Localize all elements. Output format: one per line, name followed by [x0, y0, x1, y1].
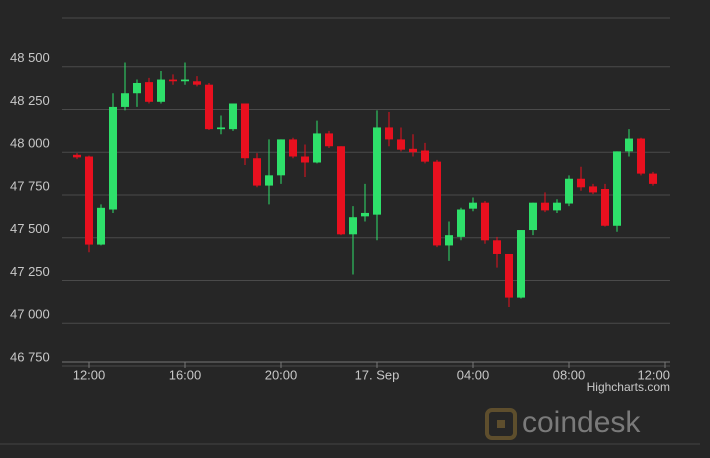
candle-body — [289, 139, 297, 157]
candle-body — [421, 150, 429, 162]
y-tick-label: 47 500 — [10, 221, 50, 236]
x-tick-label: 08:00 — [553, 367, 586, 382]
candle-body — [205, 84, 213, 130]
candle-body — [301, 156, 309, 163]
candle-body — [529, 202, 537, 231]
x-tick-label: 12:00 — [637, 367, 670, 382]
y-tick-label: 46 750 — [10, 349, 50, 364]
candle-body — [145, 82, 153, 102]
candle-body — [85, 156, 93, 245]
candle-body — [493, 240, 501, 254]
candle-body — [397, 139, 405, 150]
candle-body — [613, 151, 621, 226]
y-tick-label: 48 250 — [10, 93, 50, 108]
candle-body — [337, 146, 345, 235]
candle-body — [433, 161, 441, 246]
candle-body — [265, 175, 273, 186]
candle-body — [109, 106, 117, 210]
candle-body — [553, 202, 561, 211]
candle-body — [97, 207, 105, 245]
candle-body — [625, 138, 633, 152]
x-tick-label: 17. Sep — [355, 367, 400, 382]
candle-body — [169, 79, 177, 82]
candle-body — [517, 230, 525, 298]
candle-body — [445, 235, 453, 246]
candle-body — [73, 154, 81, 158]
watermark-logo — [485, 408, 517, 440]
candle-body — [133, 82, 141, 94]
candle-body — [121, 93, 129, 107]
y-tick-label: 47 750 — [10, 178, 50, 193]
candle-body — [565, 178, 573, 204]
y-tick-label: 48 500 — [10, 50, 50, 65]
x-tick-label: 20:00 — [265, 367, 298, 382]
candle-body — [181, 79, 189, 82]
candle-body — [361, 212, 369, 217]
y-tick-label: 47 000 — [10, 307, 50, 322]
candle-body — [505, 253, 513, 298]
credits: Highcharts.com — [587, 380, 670, 394]
candle-body — [349, 217, 357, 235]
candle-body — [481, 202, 489, 241]
candle-body — [229, 103, 237, 130]
candle-body — [325, 133, 333, 147]
candle-body — [601, 189, 609, 226]
y-tick-label: 47 250 — [10, 264, 50, 279]
candle-body — [469, 202, 477, 209]
candle-body — [313, 133, 321, 163]
watermark: coindesk — [522, 406, 641, 439]
candle-body — [637, 138, 645, 174]
candle-body — [241, 103, 249, 159]
candle-body — [541, 202, 549, 211]
candle-body — [253, 158, 261, 186]
candle-body — [649, 173, 657, 184]
x-tick-label: 04:00 — [457, 367, 490, 382]
plot-area: 46 750 47 000 47 250 47 500 47 750 48 000 48 2… — [10, 17, 670, 382]
candle-body — [577, 178, 585, 188]
candle-body — [157, 79, 165, 102]
candle-body — [409, 148, 417, 153]
candle-body — [193, 81, 201, 85]
candle-body — [373, 127, 381, 215]
x-tick-label: 16:00 — [169, 367, 202, 382]
candle-body — [589, 186, 597, 193]
x-tick-label: 12:00 — [73, 367, 106, 382]
candle-body — [385, 127, 393, 140]
candle-body — [457, 209, 465, 237]
candle-body — [217, 127, 225, 130]
y-tick-label: 48 000 — [10, 136, 50, 151]
candle-body — [277, 139, 285, 176]
